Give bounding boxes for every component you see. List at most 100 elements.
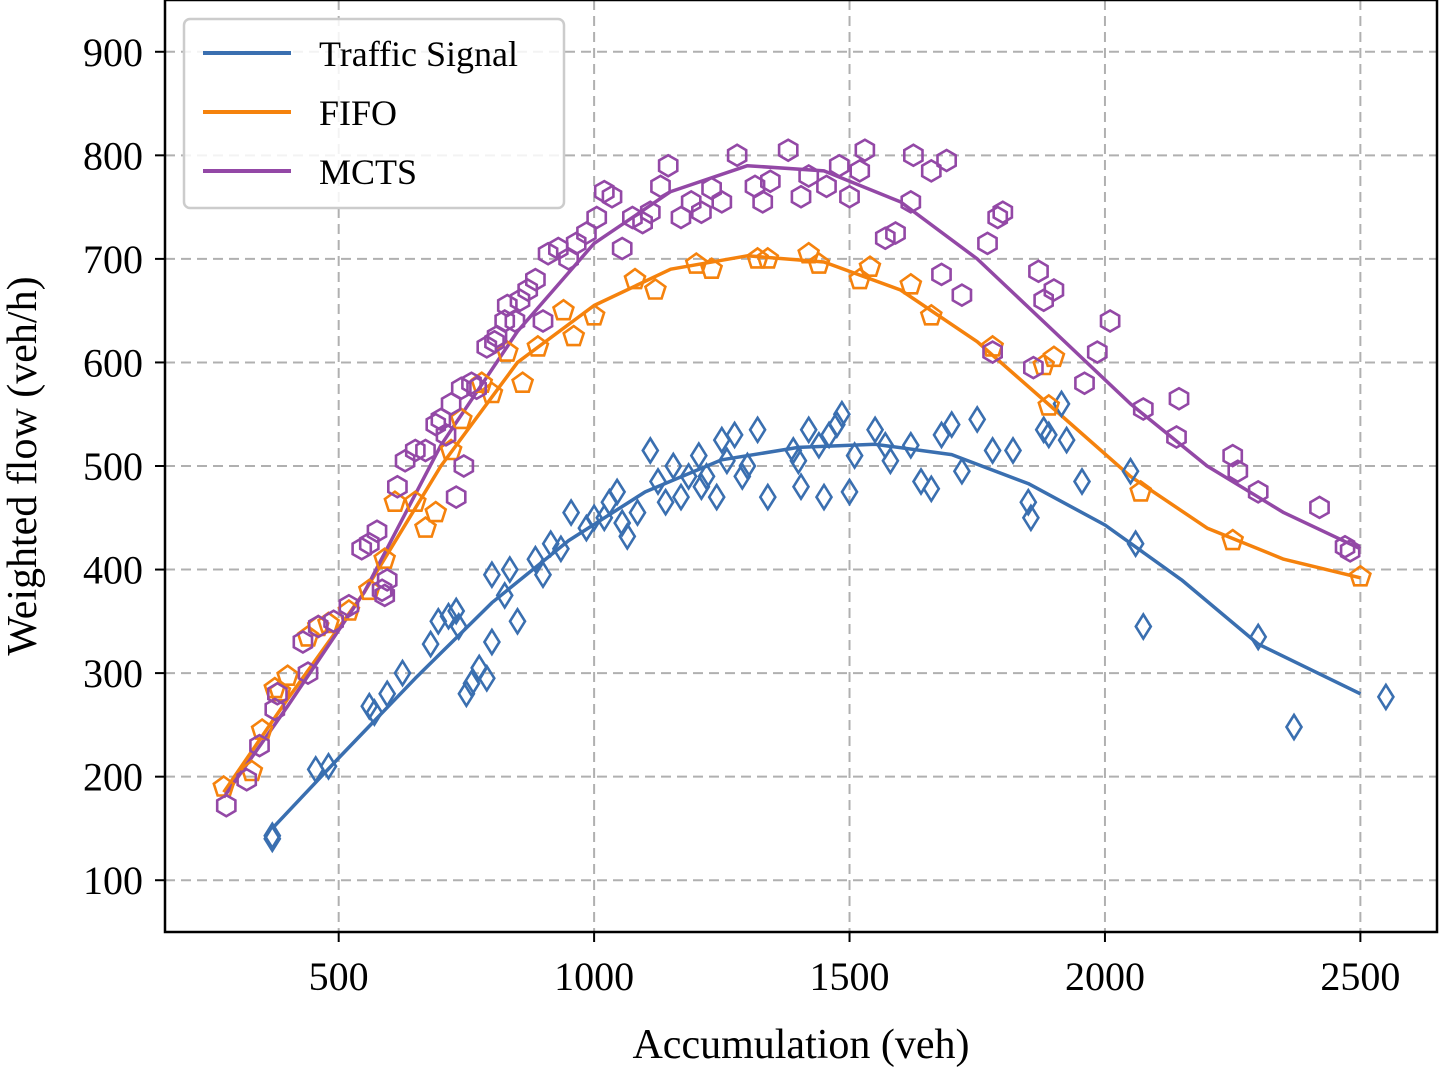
marker-series-0 <box>738 451 757 481</box>
y-tick-label: 900 <box>83 30 143 75</box>
marker-series-0 <box>679 461 698 491</box>
marker-series-0 <box>1284 712 1304 742</box>
y-tick-label: 100 <box>83 858 143 903</box>
marker-series-2 <box>351 536 373 561</box>
marker-series-0 <box>789 446 808 476</box>
marker-series-1 <box>746 246 770 269</box>
marker-series-0 <box>697 461 716 491</box>
marker-series-1 <box>1129 479 1153 502</box>
marker-series-0 <box>508 606 527 636</box>
marker-series-2 <box>849 158 871 183</box>
marker-series-2 <box>951 283 973 308</box>
marker-series-0 <box>263 824 282 854</box>
marker-series-1 <box>276 664 300 687</box>
marker-series-0 <box>365 698 384 727</box>
x-tick-label: 1500 <box>810 954 890 999</box>
marker-series-2 <box>611 236 633 261</box>
marker-series-1 <box>1042 345 1066 368</box>
marker-series-2 <box>484 329 505 354</box>
axis-ticks: 500 1000 1500 2000 2500 100 200 300 400 500 600 700… <box>83 30 1400 999</box>
marker-series-1 <box>439 438 463 461</box>
legend-label-1: FIFO <box>319 93 397 133</box>
marker-series-2 <box>1074 371 1095 396</box>
y-tick-label: 800 <box>83 133 143 178</box>
x-axis-label: Accumulation (veh) <box>632 1022 969 1068</box>
marker-series-2 <box>386 474 408 499</box>
marker-series-2 <box>215 793 237 818</box>
marker-series-0 <box>618 521 637 551</box>
marker-series-1 <box>1221 528 1245 551</box>
marker-series-2 <box>992 200 1014 225</box>
marker-series-2 <box>537 241 559 266</box>
marker-series-2 <box>450 376 472 401</box>
marker-series-2 <box>977 231 998 256</box>
y-tick-label: 300 <box>83 651 143 696</box>
marker-series-0 <box>664 451 683 481</box>
marker-series-2 <box>1028 259 1049 284</box>
marker-series-1 <box>526 334 550 357</box>
legend-label-0: Traffic Signal <box>319 34 518 74</box>
marker-series-2 <box>476 334 498 359</box>
marker-series-0 <box>952 456 971 486</box>
marker-series-0 <box>551 534 570 564</box>
marker-series-0 <box>707 482 726 512</box>
marker-series-0 <box>1034 415 1053 445</box>
marker-series-2 <box>374 583 396 608</box>
marker-series-2 <box>249 733 270 758</box>
marker-series-0 <box>495 580 514 610</box>
marker-series-0 <box>421 629 440 659</box>
marker-series-2 <box>366 519 388 544</box>
marker-series-1 <box>700 257 724 280</box>
x-tick-label: 500 <box>309 954 369 999</box>
marker-series-0 <box>942 410 961 440</box>
marker-series-2 <box>639 200 661 225</box>
marker-series-1 <box>899 272 923 295</box>
marker-series-2 <box>358 531 380 556</box>
marker-series-2 <box>1222 443 1244 468</box>
marker-series-1 <box>551 298 575 321</box>
marker-series-2 <box>338 593 360 618</box>
marker-series-1 <box>240 759 264 782</box>
marker-series-2 <box>435 422 457 447</box>
marker-series-0 <box>911 467 931 496</box>
marker-series-2 <box>394 448 416 473</box>
marker-series-0 <box>814 482 834 512</box>
marker-series-0 <box>845 441 864 471</box>
marker-series-1 <box>623 267 647 290</box>
marker-series-0 <box>1376 682 1395 712</box>
marker-series-2 <box>1166 424 1187 449</box>
marker-series-0 <box>1121 456 1140 486</box>
marker-series-1 <box>413 515 438 538</box>
marker-series-0 <box>791 472 811 502</box>
marker-series-0 <box>758 482 777 512</box>
marker-series-1 <box>684 251 708 274</box>
fit-curve-2 <box>222 163 1362 799</box>
marker-series-2 <box>982 340 1004 365</box>
fit-curves <box>222 163 1362 830</box>
marker-series-2 <box>1099 308 1121 333</box>
marker-series-2 <box>874 226 896 251</box>
marker-series-2 <box>1339 538 1361 563</box>
marker-series-0 <box>922 474 941 504</box>
marker-series-0 <box>881 446 900 476</box>
legend-label-2: MCTS <box>319 152 417 192</box>
marker-series-2 <box>632 210 654 235</box>
marker-series-1 <box>480 381 504 404</box>
y-tick-label: 600 <box>83 340 143 385</box>
marker-series-0 <box>1019 487 1038 517</box>
marker-series-0 <box>901 430 920 460</box>
marker-series-0 <box>1249 622 1268 652</box>
marker-series-2 <box>650 174 671 199</box>
marker-series-0 <box>263 821 282 851</box>
marker-series-2 <box>1033 288 1054 313</box>
marker-series-0 <box>1003 436 1023 465</box>
marker-series-2 <box>292 629 314 654</box>
marker-series-2 <box>517 278 539 303</box>
marker-series-2 <box>1309 495 1330 520</box>
marker-series-0 <box>449 612 468 641</box>
marker-series-1 <box>756 246 780 269</box>
marker-series-2 <box>565 231 587 256</box>
marker-series-0 <box>968 404 987 434</box>
marker-series-1 <box>511 371 535 394</box>
legend-box <box>182 17 566 210</box>
